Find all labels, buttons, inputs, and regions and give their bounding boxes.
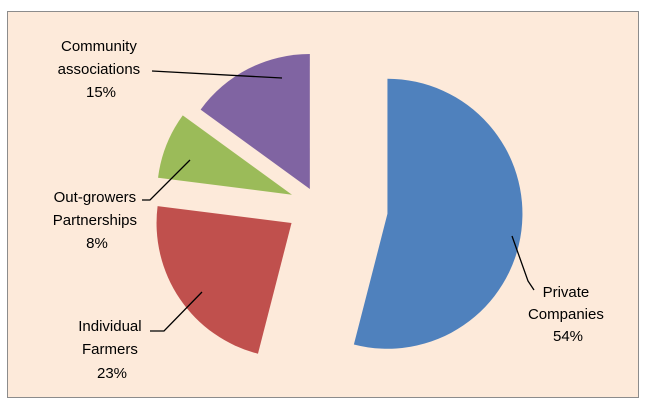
pie-slice-community-associations <box>200 53 310 189</box>
leader-line-individual-farmers <box>150 291 203 332</box>
leader-line-private-companies <box>511 235 535 291</box>
slice-label-out-growers: Out-growers Partnerships 8% <box>53 189 141 252</box>
slice-label-individual-farmers: Individual Farmers 23% <box>78 318 146 382</box>
leader-lines <box>142 70 535 332</box>
pie-slice-out-growers-partnerships <box>158 115 292 195</box>
leader-line-out-growers-partnerships <box>142 159 191 201</box>
pie-slice-private-companies <box>353 78 523 349</box>
pie-slices <box>156 53 523 354</box>
slice-label-community-associations: Community associations 15% <box>58 38 145 101</box>
slice-label-private-companies: Private Companies 54% <box>528 284 608 345</box>
chart-area <box>7 11 639 398</box>
leader-line-community-associations <box>151 70 283 79</box>
pie-slice-individual-farmers <box>156 206 292 354</box>
